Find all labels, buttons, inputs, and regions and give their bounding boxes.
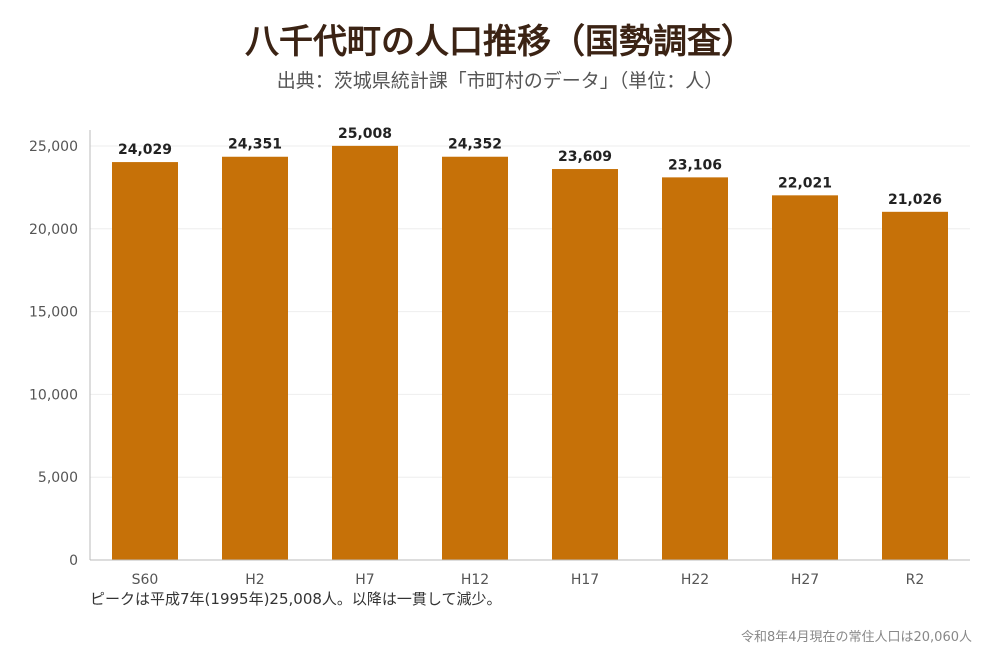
chart-subtitle: 出典：茨城県統計課「市町村のデータ」（単位：人） bbox=[276, 70, 724, 92]
data-label: 22,021 bbox=[778, 175, 832, 191]
y-tick-label: 10,000 bbox=[29, 387, 78, 403]
data-labels: 24,029 24,351 25,008 24,352 23,609 23,106 22,0… bbox=[118, 126, 942, 208]
bar-h2 bbox=[222, 156, 288, 560]
bar-s60 bbox=[112, 162, 178, 560]
data-label: 24,029 bbox=[118, 142, 172, 158]
bar-h7 bbox=[332, 145, 398, 560]
data-label: 24,351 bbox=[228, 137, 282, 153]
x-tick-label: S60 bbox=[132, 572, 159, 588]
data-label: 23,106 bbox=[668, 157, 722, 173]
bar-h12 bbox=[442, 156, 508, 560]
y-tick-label: 25,000 bbox=[29, 139, 78, 155]
bar-h27 bbox=[772, 195, 838, 560]
bar-r2 bbox=[882, 211, 948, 560]
current-population-note: 令和8年4月現在の常住人口は20,060人 bbox=[740, 630, 972, 645]
x-tick-label: H2 bbox=[245, 572, 264, 588]
bar-h17 bbox=[552, 169, 618, 560]
data-label: 25,008 bbox=[338, 126, 392, 142]
x-tick-label: H17 bbox=[571, 572, 599, 588]
x-tick-label: H7 bbox=[355, 572, 374, 588]
y-tick-label: 0 bbox=[69, 553, 78, 569]
x-axis: S60 H2 H7 H12 H17 H22 H27 R2 bbox=[90, 559, 970, 588]
y-tick-label: 5,000 bbox=[38, 470, 78, 486]
x-tick-label: H12 bbox=[461, 572, 489, 588]
y-tick-label: 20,000 bbox=[29, 222, 78, 238]
data-label: 23,609 bbox=[558, 149, 612, 165]
x-tick-label: R2 bbox=[906, 572, 925, 588]
y-tick-label: 15,000 bbox=[29, 305, 78, 321]
data-label: 21,026 bbox=[888, 192, 942, 208]
x-tick-label: H27 bbox=[791, 572, 819, 588]
bars bbox=[112, 145, 948, 561]
data-label: 24,352 bbox=[448, 137, 502, 153]
chart-title: 八千代町の人口推移（国勢調査） bbox=[245, 22, 755, 62]
bar-h22 bbox=[662, 177, 728, 561]
peak-note: ピークは平成7年(1995年)25,008人。以降は一貫して減少。 bbox=[90, 590, 502, 608]
y-axis: 0 5,000 10,000 15,000 20,000 25,000 bbox=[29, 130, 91, 569]
x-tick-label: H22 bbox=[681, 572, 709, 588]
